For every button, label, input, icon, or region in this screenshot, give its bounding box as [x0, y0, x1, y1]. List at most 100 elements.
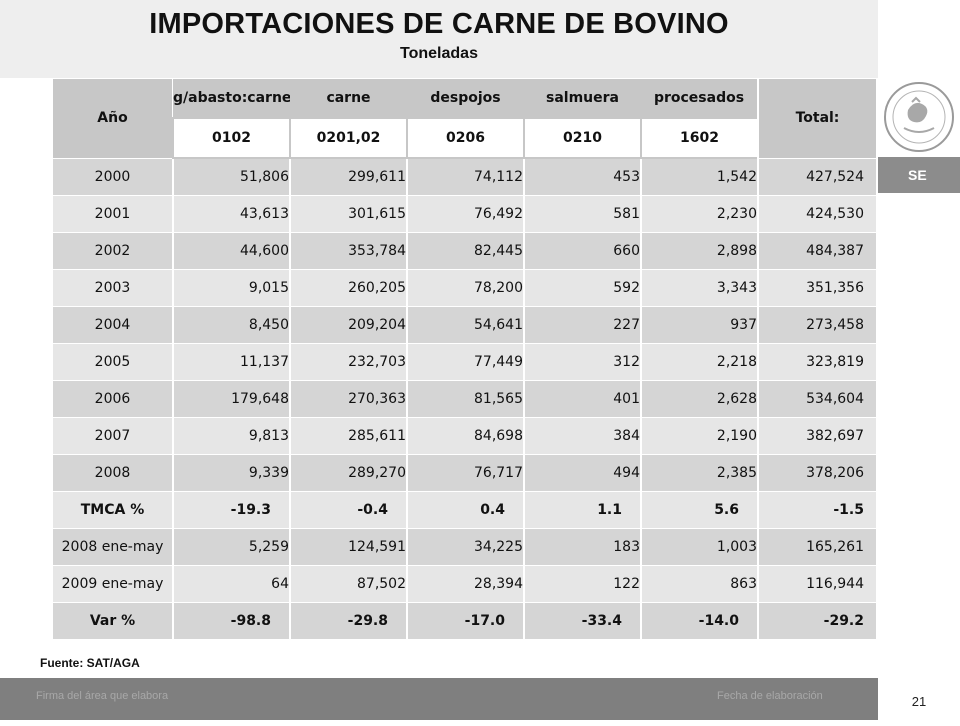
table-cell: 232,703 — [289, 343, 407, 381]
column-header-name: procesados — [641, 79, 758, 119]
column-header-name: carne — [290, 79, 407, 119]
footer-signature-label: Firma del área que elabora — [36, 690, 169, 702]
table-cell: 1.1 — [523, 491, 641, 529]
year-column-header: Año — [53, 79, 173, 159]
column-header-code: 1602 — [640, 117, 759, 159]
table-cell: 863 — [640, 565, 758, 603]
total-cell: 534,604 — [757, 380, 876, 418]
row-label: 2008 ene-may — [53, 528, 173, 566]
table-cell: 1,003 — [640, 528, 758, 566]
total-cell: 484,387 — [757, 232, 876, 270]
row-label: 2005 — [53, 343, 173, 381]
row-label: 2002 — [53, 232, 173, 270]
mexico-coat-of-arms-icon — [884, 82, 954, 152]
total-cell: 351,356 — [757, 269, 876, 307]
table-cell: 9,339 — [172, 454, 290, 492]
table-cell: 494 — [523, 454, 641, 492]
table-row: 2001 43,613 301,615 76,492 581 2,230 424,530 — [53, 195, 876, 233]
page-subtitle: Toneladas — [400, 45, 478, 62]
source-note: Fuente: SAT/AGA — [40, 656, 140, 670]
column-header-name: despojos — [407, 79, 524, 119]
table-cell: 270,363 — [289, 380, 407, 418]
table-cell: 285,611 — [289, 417, 407, 455]
total-cell: 378,206 — [757, 454, 876, 492]
table-cell: 11,137 — [172, 343, 290, 381]
table-cell: -17.0 — [406, 602, 524, 640]
total-column-header: Total: — [757, 79, 876, 159]
table-row: TMCA % -19.3 -0.4 0.4 1.1 5.6 -1.5 — [53, 491, 876, 529]
table-cell: 5,259 — [172, 528, 290, 566]
title-band — [0, 0, 878, 78]
table-cell: 9,015 — [172, 269, 290, 307]
table-cell: 299,611 — [289, 158, 407, 196]
table-cell: 0.4 — [406, 491, 524, 529]
table-cell: 87,502 — [289, 565, 407, 603]
table-cell: 179,648 — [172, 380, 290, 418]
table-cell: -33.4 — [523, 602, 641, 640]
imports-table: Año g/abasto:carne carne despojos salmue… — [53, 79, 876, 640]
total-cell: 273,458 — [757, 306, 876, 344]
table-cell: 384 — [523, 417, 641, 455]
table-cell: -29.8 — [289, 602, 407, 640]
row-label: 2006 — [53, 380, 173, 418]
table-row: 2006 179,648 270,363 81,565 401 2,628 534,604 — [53, 380, 876, 418]
table-cell: 77,449 — [406, 343, 524, 381]
table-cell: 76,492 — [406, 195, 524, 233]
table-row: Var % -98.8 -29.8 -17.0 -33.4 -14.0 -29.2 — [53, 602, 876, 640]
table-cell: 28,394 — [406, 565, 524, 603]
table-cell: 2,628 — [640, 380, 758, 418]
column-header-code: 0201,02 — [289, 117, 408, 159]
total-cell: -29.2 — [757, 602, 876, 640]
table-row: 2000 51,806 299,611 74,112 453 1,542 427,524 — [53, 158, 876, 196]
table-cell: 64 — [172, 565, 290, 603]
table-cell: 453 — [523, 158, 641, 196]
table-row: 2008 ene-may 5,259 124,591 34,225 183 1,003 16… — [53, 528, 876, 566]
table-cell: 76,717 — [406, 454, 524, 492]
table-cell: 2,190 — [640, 417, 758, 455]
table-cell: 43,613 — [172, 195, 290, 233]
row-label: 2007 — [53, 417, 173, 455]
table-row: 2002 44,600 353,784 82,445 660 2,898 484,387 — [53, 232, 876, 270]
table-cell: -14.0 — [640, 602, 758, 640]
table-cell: 3,343 — [640, 269, 758, 307]
row-label: 2009 ene-may — [53, 565, 173, 603]
table-cell: 401 — [523, 380, 641, 418]
table-cell: 2,898 — [640, 232, 758, 270]
page-number: 21 — [911, 694, 927, 709]
table-cell: 937 — [640, 306, 758, 344]
total-cell: 116,944 — [757, 565, 876, 603]
table-cell: 209,204 — [289, 306, 407, 344]
table-body: 2000 51,806 299,611 74,112 453 1,542 427,524 20… — [53, 158, 876, 640]
table-cell: 592 — [523, 269, 641, 307]
column-header-code: 0210 — [523, 117, 642, 159]
table-cell: -98.8 — [172, 602, 290, 640]
total-cell: 323,819 — [757, 343, 876, 381]
table-cell: 289,270 — [289, 454, 407, 492]
row-label: TMCA % — [53, 491, 173, 529]
footer-bar: Firma del área que elabora Fecha de elab… — [0, 678, 878, 720]
se-badge: SE — [878, 157, 960, 193]
total-cell: 165,261 — [757, 528, 876, 566]
table-cell: 260,205 — [289, 269, 407, 307]
table-row: 2008 9,339 289,270 76,717 494 2,385 378,206 — [53, 454, 876, 492]
table-row: 2007 9,813 285,611 84,698 384 2,190 382,697 — [53, 417, 876, 455]
table-cell: 44,600 — [172, 232, 290, 270]
table-cell: 84,698 — [406, 417, 524, 455]
table-row: 2009 ene-may 64 87,502 28,394 122 863 116,944 — [53, 565, 876, 603]
table-cell: 54,641 — [406, 306, 524, 344]
total-cell: 427,524 — [757, 158, 876, 196]
table-cell: 183 — [523, 528, 641, 566]
table-cell: 81,565 — [406, 380, 524, 418]
table-row: 2003 9,015 260,205 78,200 592 3,343 351,356 — [53, 269, 876, 307]
table-row: 2005 11,137 232,703 77,449 312 2,218 323,819 — [53, 343, 876, 381]
table-cell: 8,450 — [172, 306, 290, 344]
column-header-name: salmuera — [524, 79, 641, 119]
row-label: Var % — [53, 602, 173, 640]
table-cell: 2,230 — [640, 195, 758, 233]
footer-date-label: Fecha de elaboración — [717, 690, 823, 702]
table-cell: -19.3 — [172, 491, 290, 529]
page-title: IMPORTACIONES DE CARNE DE BOVINO — [149, 8, 729, 40]
total-cell: 424,530 — [757, 195, 876, 233]
table-row: 2004 8,450 209,204 54,641 227 937 273,458 — [53, 306, 876, 344]
table-cell: 74,112 — [406, 158, 524, 196]
